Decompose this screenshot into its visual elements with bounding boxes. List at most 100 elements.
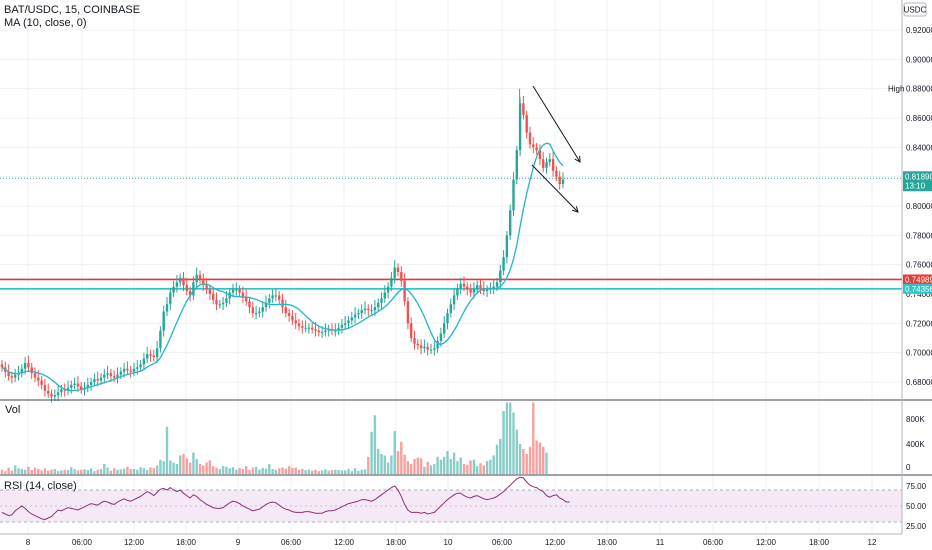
volume-bar [162,461,165,474]
candle [538,150,542,160]
candle [433,348,436,350]
candle [525,115,528,133]
candle [324,330,327,333]
volume-bar [126,466,129,474]
candle [532,144,535,148]
candle [7,371,10,377]
candle [337,327,340,331]
volume-bar [393,431,396,474]
volume-bar [4,471,7,474]
volume-bar [452,452,456,474]
volume-bar [208,460,212,474]
price-tick-label: 0.880000 [906,85,932,94]
rsi-tick-label: 50.00 [906,502,927,511]
volume-bar [159,459,162,474]
time-axis[interactable]: 8 06:00 12:00 18:00 9 06:00 12:00 18:00 10 06:00 1… [26,538,877,547]
price-tick-label: 0.800000 [906,202,932,211]
candle [241,292,245,297]
price-tick-label: 0.760000 [906,261,932,270]
volume-bar [261,467,264,474]
candle [113,376,116,378]
volume-bar [264,468,268,474]
candle [294,320,297,324]
candle [551,159,555,171]
volume-bar [489,459,492,474]
high-label: High [888,85,904,94]
volume-bar [538,442,542,474]
candle [314,329,317,331]
candlestick-series [0,88,565,403]
candle [360,310,363,314]
volume-bar [132,468,136,474]
candle [396,267,400,272]
volume-bar [254,466,258,474]
volume-tick-label: 0 [906,463,911,472]
candle [462,283,466,287]
time-tick-label: 06:00 [492,538,513,547]
time-tick-label: 06:00 [72,538,93,547]
candle [0,364,4,368]
volume-tick-label: 400K [906,440,925,449]
volume-bar [363,469,367,474]
candle [155,348,159,358]
volume-bar [96,469,99,474]
volume-bar [297,469,301,474]
candle [182,277,185,286]
volume-bar [103,463,106,474]
candle [23,362,27,369]
volume-bar [426,461,429,474]
volume-bar [436,456,439,474]
volume-bar [271,468,274,474]
time-tick-label: 18:00 [176,538,197,547]
currency-badge[interactable] [903,2,927,17]
volume-bar [449,458,452,474]
volume-bar [188,462,192,474]
volume-bar [340,470,344,474]
time-tick-label: 9 [236,538,241,547]
candle [235,289,238,291]
time-tick-label: 18:00 [597,538,618,547]
volume-bar [169,460,172,474]
volume-bar [495,444,499,474]
candle [37,377,40,381]
candle [70,384,73,388]
rsi-legend: RSI (14, close) [4,480,77,492]
candle [363,308,367,311]
candle [169,292,172,305]
volume-bar [472,459,476,474]
candle [452,295,456,305]
candle [485,289,489,292]
volume-bar [70,467,73,474]
candle [390,277,393,287]
candle [439,333,443,341]
candle [30,367,33,374]
volume-bar [109,470,113,474]
candle [264,302,268,308]
volume-bar [433,463,436,474]
level-tag [903,283,932,294]
candle [466,286,469,290]
candle [122,368,126,372]
volume-bar [284,468,287,474]
volume-bar [525,453,528,474]
candle [558,176,561,184]
rsi-line [1,476,570,521]
volume-bar [274,469,278,474]
volume-bar [179,455,182,474]
candle [357,313,360,315]
volume-bar [518,443,522,474]
volume-bar [268,463,271,474]
rsi-guides [0,489,902,523]
price-tick-label: 0.840000 [906,143,932,152]
volume-bar [380,453,383,474]
candle [479,285,482,289]
volume-bar [406,461,410,474]
volume-bar [43,468,47,474]
candle [555,170,558,177]
level-tag [903,274,932,285]
currency-label: USDC [904,6,927,15]
candle [301,326,304,328]
price-axis[interactable]: 0.920000 0.900000 0.880000 0.860000 0.840000… [888,26,932,531]
time-tick-label: 06:00 [281,538,302,547]
candle [383,292,386,299]
